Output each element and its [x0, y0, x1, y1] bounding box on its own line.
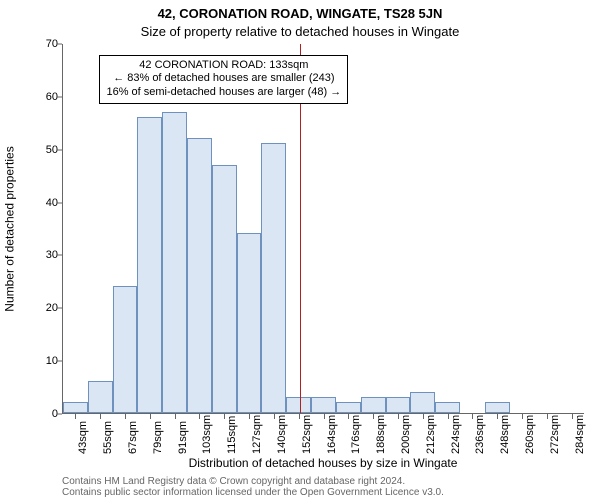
x-tick-label: 43sqm [77, 421, 89, 454]
x-tick-mark [299, 414, 300, 419]
histogram-bar [237, 233, 262, 413]
x-tick-label: 284sqm [574, 415, 586, 454]
x-tick-label: 188sqm [375, 415, 387, 454]
y-axis-label: Number of detached properties [0, 44, 20, 414]
x-tick-label: 272sqm [549, 415, 561, 454]
histogram-bar [261, 143, 286, 413]
x-tick-mark [522, 414, 523, 419]
y-tick-mark [57, 202, 62, 203]
x-tick-label: 67sqm [127, 421, 139, 454]
y-tick-mark [57, 255, 62, 256]
y-tick-label: 0 [28, 408, 58, 420]
plot-area: 42 CORONATION ROAD: 133sqm← 83% of detac… [62, 44, 584, 414]
histogram-bar [113, 286, 138, 413]
chart-container: { "titles": { "line1": "42, CORONATION R… [0, 0, 600, 500]
histogram-bar [485, 402, 510, 413]
y-tick-mark [57, 149, 62, 150]
y-tick-mark [57, 96, 62, 97]
annotation-line: 42 CORONATION ROAD: 133sqm [106, 59, 341, 73]
x-tick-label: 127sqm [251, 415, 263, 454]
x-tick-label: 91sqm [177, 421, 189, 454]
x-tick-label: 164sqm [326, 415, 338, 454]
x-tick-mark [348, 414, 349, 419]
x-tick-label: 55sqm [102, 421, 114, 454]
histogram-bar [137, 117, 162, 413]
y-axis-label-text: Number of detached properties [3, 146, 17, 311]
histogram-bar [286, 397, 311, 413]
histogram-bar [88, 381, 113, 413]
histogram-bar [63, 402, 88, 413]
x-tick-label: 103sqm [201, 415, 213, 454]
histogram-bar [410, 392, 435, 413]
x-tick-mark [423, 414, 424, 419]
x-tick-label: 200sqm [400, 415, 412, 454]
annotation-box: 42 CORONATION ROAD: 133sqm← 83% of detac… [99, 55, 348, 104]
x-tick-mark [75, 414, 76, 419]
footnote-line1: Contains HM Land Registry data © Crown c… [62, 476, 584, 487]
histogram-bar [162, 112, 187, 413]
x-tick-label: 212sqm [425, 415, 437, 454]
x-tick-label: 224sqm [450, 415, 462, 454]
x-tick-mark [175, 414, 176, 419]
x-tick-label: 236sqm [474, 415, 486, 454]
x-axis-label: Distribution of detached houses by size … [62, 456, 584, 470]
annotation-line: ← 83% of detached houses are smaller (24… [106, 72, 341, 86]
x-tick-mark [547, 414, 548, 419]
histogram-bar [386, 397, 411, 413]
histogram-bar [187, 138, 212, 413]
x-tick-mark [448, 414, 449, 419]
histogram-bar [212, 165, 237, 413]
x-tick-mark [497, 414, 498, 419]
y-tick-mark [57, 361, 62, 362]
histogram-bar [361, 397, 386, 413]
y-tick-label: 10 [28, 355, 58, 367]
x-tick-label: 260sqm [524, 415, 536, 454]
y-tick-label: 30 [28, 249, 58, 261]
x-tick-mark [125, 414, 126, 419]
x-tick-mark [274, 414, 275, 419]
y-tick-mark [57, 414, 62, 415]
x-tick-mark [373, 414, 374, 419]
x-tick-label: 152sqm [301, 415, 313, 454]
y-tick-label: 60 [28, 91, 58, 103]
x-tick-mark [398, 414, 399, 419]
x-tick-label: 79sqm [152, 421, 164, 454]
chart-title-address: 42, CORONATION ROAD, WINGATE, TS28 5JN [0, 6, 600, 21]
y-tick-label: 50 [28, 144, 58, 156]
x-tick-mark [150, 414, 151, 419]
y-tick-label: 20 [28, 302, 58, 314]
chart-subtitle: Size of property relative to detached ho… [0, 24, 600, 39]
x-tick-label: 115sqm [226, 416, 238, 454]
x-tick-mark [324, 414, 325, 419]
y-tick-mark [57, 44, 62, 45]
x-tick-mark [199, 414, 200, 419]
y-tick-label: 70 [28, 38, 58, 50]
annotation-line: 16% of semi-detached houses are larger (… [106, 86, 341, 100]
x-tick-mark [100, 414, 101, 419]
x-tick-label: 176sqm [350, 415, 362, 454]
x-tick-mark [472, 414, 473, 419]
x-tick-label: 140sqm [276, 415, 288, 454]
x-tick-mark [224, 414, 225, 419]
histogram-bar [435, 402, 460, 413]
histogram-bar [311, 397, 336, 413]
x-tick-mark [249, 414, 250, 419]
footnote: Contains HM Land Registry data © Crown c… [62, 476, 584, 498]
y-tick-mark [57, 308, 62, 309]
footnote-line2: Contains public sector information licen… [62, 487, 584, 498]
y-tick-label: 40 [28, 197, 58, 209]
x-tick-label: 248sqm [499, 415, 511, 454]
x-tick-mark [572, 414, 573, 419]
histogram-bar [336, 402, 361, 413]
